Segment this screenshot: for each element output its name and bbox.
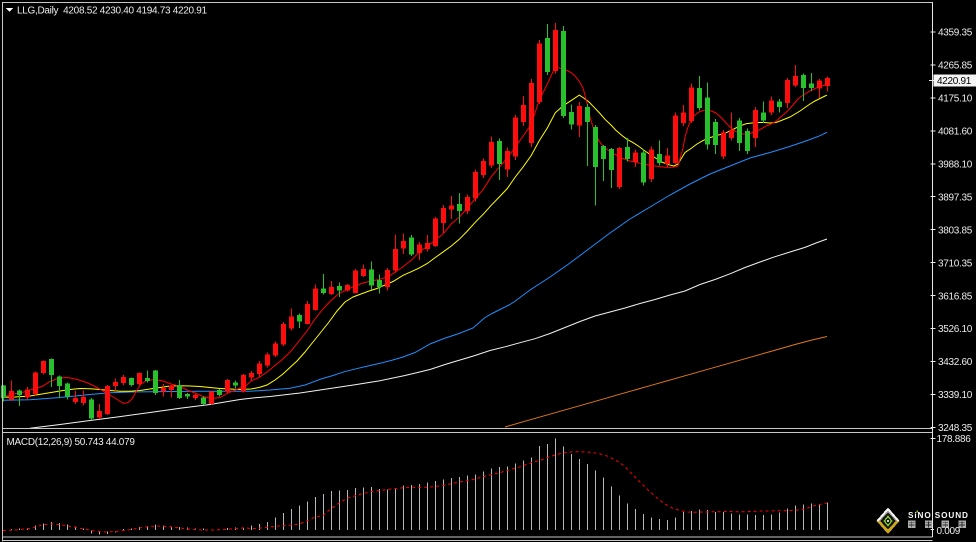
svg-text:3710.35: 3710.35: [938, 258, 973, 269]
svg-text:178.886: 178.886: [937, 434, 972, 445]
svg-text:3248.35: 3248.35: [938, 423, 973, 434]
svg-text:4265.85: 4265.85: [938, 61, 973, 72]
svg-text:3988.10: 3988.10: [938, 160, 973, 171]
svg-text:3897.35: 3897.35: [938, 192, 973, 203]
svg-text:0.009: 0.009: [937, 526, 961, 537]
svg-text:3339.10: 3339.10: [938, 390, 973, 401]
svg-text:4359.35: 4359.35: [938, 28, 973, 39]
svg-text:4081.60: 4081.60: [938, 127, 973, 138]
svg-text:SiNO SOUND: SiNO SOUND: [908, 511, 969, 520]
svg-text:4175.10: 4175.10: [938, 94, 973, 105]
svg-text:4220.91: 4220.91: [937, 76, 972, 87]
svg-text:3616.85: 3616.85: [938, 291, 973, 302]
svg-text:LLG,Daily 4208.52 4230.40 419: LLG,Daily 4208.52 4230.40 4194.73 4220.9…: [17, 6, 208, 17]
svg-text:3432.60: 3432.60: [938, 357, 973, 368]
svg-text:MACD(12,26,9) 50.743 44.079: MACD(12,26,9) 50.743 44.079: [7, 437, 136, 448]
svg-text:3803.85: 3803.85: [938, 225, 973, 236]
svg-text:3526.10: 3526.10: [938, 324, 973, 335]
